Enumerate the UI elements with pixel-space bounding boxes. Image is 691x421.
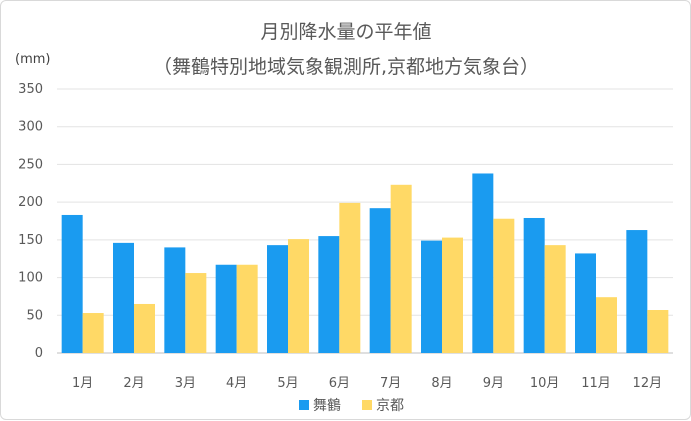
y-tick-label: 200 [18, 195, 43, 210]
x-tick-label: 12月 [633, 376, 663, 391]
axis-layer: 0 50 100 150 200 250 300 350 1月 2月 3月 4月 5月 6月 7月 8月 9月 1… [18, 82, 662, 391]
x-tick-label: 5月 [277, 376, 298, 391]
bar-maizuru [523, 217, 545, 353]
y-tick-label: 0 [35, 346, 43, 361]
x-tick-label: 11月 [581, 376, 611, 391]
bar-maizuru [318, 236, 340, 353]
bar-maizuru [164, 247, 186, 353]
y-tick-label: 50 [26, 308, 43, 323]
x-tick-label: 10月 [530, 376, 560, 391]
y-tick-label: 100 [18, 271, 43, 286]
bar-kyoto [339, 202, 361, 353]
bar-layer [61, 173, 669, 353]
bar-maizuru [626, 230, 648, 353]
chart-title: 月別降水量の平年値 [260, 21, 431, 43]
legend-swatch [299, 400, 309, 410]
bar-kyoto [493, 218, 515, 353]
legend: 舞鶴 京都 [299, 397, 404, 414]
bar-kyoto [236, 264, 258, 353]
bar-maizuru [472, 173, 494, 353]
y-axis-unit-label: (mm) [15, 52, 50, 67]
y-tick-label: 250 [18, 157, 43, 172]
y-tick-label: 350 [18, 82, 43, 97]
bar-maizuru [113, 242, 134, 353]
grid-layer [57, 88, 673, 354]
bar-kyoto [134, 303, 155, 353]
x-tick-label: 2月 [123, 376, 144, 391]
bar-kyoto [442, 237, 463, 353]
x-tick-label: 4月 [226, 376, 247, 391]
bar-kyoto [596, 297, 617, 353]
legend-swatch [362, 400, 372, 410]
bar-maizuru [575, 253, 596, 353]
bar-kyoto [647, 310, 669, 353]
bar-maizuru [369, 208, 391, 353]
bar-kyoto [288, 239, 309, 353]
bar-maizuru [421, 240, 442, 353]
bar-kyoto [390, 184, 412, 353]
bar-kyoto [185, 273, 207, 353]
bar-kyoto [544, 245, 566, 353]
legend-label: 舞鶴 [313, 397, 341, 414]
x-tick-label: 8月 [431, 376, 452, 391]
y-tick-label: 150 [18, 233, 43, 248]
x-tick-label: 6月 [329, 376, 350, 391]
chart-subtitle: （舞鶴特別地域気象観測所,京都地方気象台） [153, 56, 539, 78]
x-tick-label: 3月 [175, 376, 196, 391]
bar-maizuru [61, 214, 83, 353]
legend-label: 京都 [376, 398, 404, 414]
bar-kyoto [82, 313, 104, 353]
x-tick-label: 9月 [483, 376, 504, 391]
bar-maizuru [267, 245, 288, 353]
x-tick-label: 7月 [380, 376, 401, 391]
y-tick-label: 300 [18, 120, 43, 135]
x-tick-label: 1月 [72, 376, 93, 391]
bar-maizuru [215, 264, 237, 353]
